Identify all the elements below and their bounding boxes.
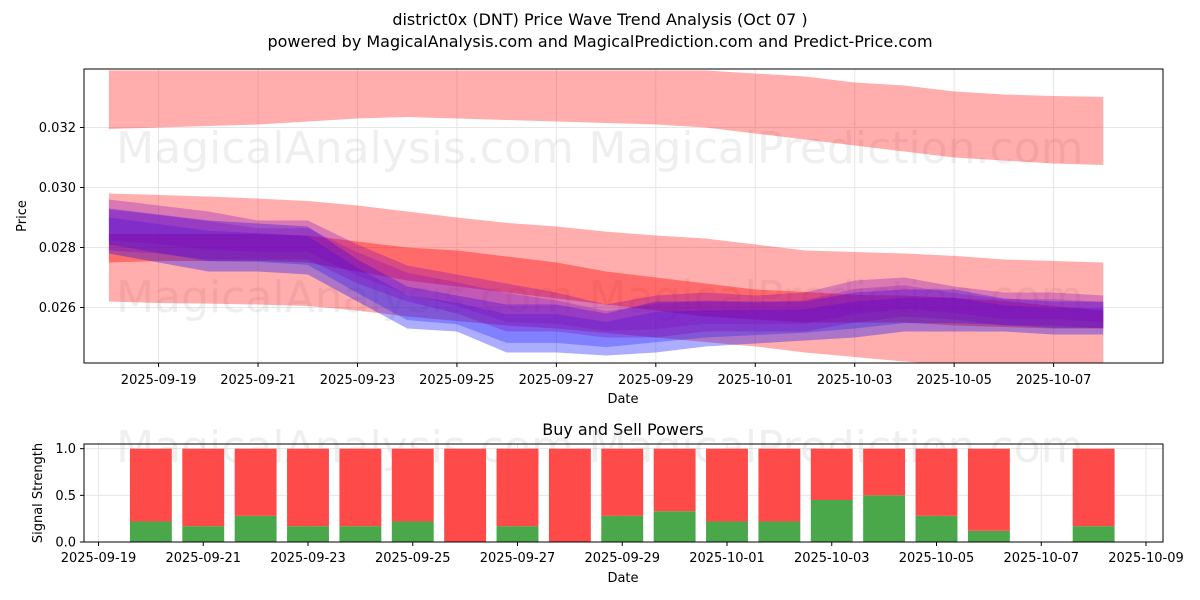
sell-bar-2025-09-21 (182, 448, 225, 527)
band-blue-wave (108, 208, 1104, 356)
bottom-xtick-label-6: 2025-10-01 (689, 551, 765, 566)
band-core-purple-wave (108, 209, 1104, 331)
sell-bar-2025-10-02 (758, 448, 801, 522)
buy-sell-title: Buy and Sell Powers (542, 420, 704, 439)
top-xtick-label-4: 2025-09-27 (519, 373, 595, 388)
bottom-xtick-label-9: 2025-10-07 (1003, 551, 1079, 566)
band-middle-wide-band (108, 193, 1104, 363)
sell-bar-2025-09-30 (653, 448, 696, 512)
buy-bar-2025-09-20 (129, 521, 172, 542)
bottom-y-ticks: 0.0 0.5 1.0 (55, 442, 84, 551)
band-trend-band (108, 234, 1104, 329)
watermark-analysis-mid: MagicalAnalysis.com (116, 272, 574, 323)
top-xtick-label-9: 2025-10-07 (1016, 373, 1092, 388)
top-xtick-label-1: 2025-09-21 (220, 373, 296, 388)
bottom-xtick-label-10: 2025-10-09 (1108, 551, 1184, 566)
chart-title: district0x (DNT) Price Wave Trend Analys… (392, 10, 807, 29)
bottom-xtick-label-2: 2025-09-23 (270, 551, 346, 566)
sell-bar-2025-09-22 (234, 448, 277, 516)
buy-bar-2025-09-29 (601, 515, 644, 542)
top-xtick-label-0: 2025-09-19 (121, 373, 197, 388)
top-ytick-label-2: 0.030 (39, 181, 76, 196)
price-bands (108, 70, 1104, 363)
buy-bar-2025-10-08 (1072, 526, 1115, 542)
buy-bar-2025-09-22 (234, 515, 277, 542)
sell-bar-2025-09-25 (391, 448, 434, 522)
top-y-ticks: 0.026 0.028 0.030 0.032 (39, 121, 84, 316)
top-ytick-label-0: 0.026 (39, 301, 76, 316)
buy-sell-chart: Buy and Sell Powers MagicalAnalysis.com … (31, 420, 1184, 586)
buy-bar-2025-10-06 (967, 530, 1010, 542)
sell-bar-2025-10-08 (1072, 448, 1115, 527)
top-xtick-label-7: 2025-10-03 (817, 373, 893, 388)
band-purple-wave (108, 199, 1104, 338)
bottom-x-axis-label: Date (607, 571, 638, 586)
bottom-xtick-label-1: 2025-09-21 (165, 551, 241, 566)
bottom-xtick-label-3: 2025-09-25 (375, 551, 451, 566)
top-ytick-label-3: 0.032 (39, 121, 76, 136)
sell-bar-2025-10-05 (915, 448, 958, 516)
sell-bar-2025-09-20 (129, 448, 172, 522)
sell-bar-2025-10-04 (863, 448, 906, 496)
buy-bar-2025-10-04 (863, 495, 906, 542)
watermark-prediction-mid: MagicalPrediction.com (589, 272, 1084, 323)
sell-bar-2025-10-03 (810, 448, 853, 500)
buy-bar-2025-09-25 (391, 521, 434, 542)
top-y-axis-label: Price (15, 200, 30, 232)
top-xtick-label-2: 2025-09-23 (320, 373, 396, 388)
bottom-xtick-label-7: 2025-10-03 (794, 551, 870, 566)
price-wave-chart: MagicalAnalysis.com MagicalPrediction.co… (15, 68, 1164, 407)
sell-bar-2025-09-26 (444, 448, 487, 542)
top-grid (84, 69, 1163, 363)
bottom-y-axis-label: Signal Strength (31, 443, 46, 543)
sell-bar-2025-09-27 (496, 448, 539, 527)
buy-bar-2025-09-24 (339, 526, 382, 542)
buy-bar-2025-09-23 (287, 526, 329, 542)
buy-bar-2025-09-30 (653, 511, 696, 542)
top-x-axis-label: Date (607, 392, 638, 407)
top-ytick-label-1: 0.028 (39, 241, 76, 256)
top-watermarks: MagicalAnalysis.com MagicalPrediction.co… (116, 123, 1083, 323)
chart-subtitle: powered by MagicalAnalysis.com and Magic… (267, 32, 932, 51)
bottom-xtick-label-8: 2025-10-05 (899, 551, 975, 566)
top-xtick-label-6: 2025-10-01 (717, 373, 793, 388)
top-plot-frame (83, 68, 1164, 364)
bottom-plot-frame (83, 443, 1164, 543)
bottom-xtick-label-0: 2025-09-19 (61, 551, 137, 566)
sell-bar-2025-09-28 (548, 448, 591, 542)
bottom-x-ticks: 2025-09-19 2025-09-21 2025-09-23 2025-09-25… (61, 542, 1184, 566)
buy-bar-2025-09-27 (496, 526, 539, 542)
bottom-ytick-label-1: 0.5 (55, 489, 76, 504)
band-upper-outer-band (108, 70, 1104, 165)
top-xtick-label-5: 2025-09-29 (618, 373, 694, 388)
band-core-blue-wave (108, 217, 1104, 348)
bottom-ytick-label-0: 0.0 (55, 536, 76, 551)
buy-bar-2025-10-05 (915, 515, 958, 542)
buy-sell-bars (129, 448, 1115, 542)
sell-bar-2025-09-24 (339, 448, 382, 527)
buy-bar-2025-10-02 (758, 521, 801, 542)
sell-bar-2025-09-23 (287, 448, 329, 527)
bottom-xtick-label-5: 2025-09-29 (584, 551, 660, 566)
top-xtick-label-3: 2025-09-25 (419, 373, 495, 388)
top-xtick-label-8: 2025-10-05 (916, 373, 992, 388)
top-x-ticks: 2025-09-19 2025-09-21 2025-09-23 2025-09-25… (121, 363, 1092, 388)
bottom-ytick-label-2: 1.0 (55, 442, 76, 457)
sell-bar-2025-09-29 (601, 448, 644, 516)
bottom-xtick-label-4: 2025-09-27 (480, 551, 556, 566)
watermark-prediction-top: MagicalPrediction.com (589, 123, 1084, 174)
watermark-analysis-top: MagicalAnalysis.com (116, 123, 574, 174)
buy-bar-2025-10-03 (810, 500, 853, 542)
sell-bar-2025-10-01 (706, 448, 748, 522)
buy-bar-2025-10-01 (706, 521, 748, 542)
sell-bar-2025-10-06 (967, 448, 1010, 531)
buy-bar-2025-09-21 (182, 526, 225, 542)
